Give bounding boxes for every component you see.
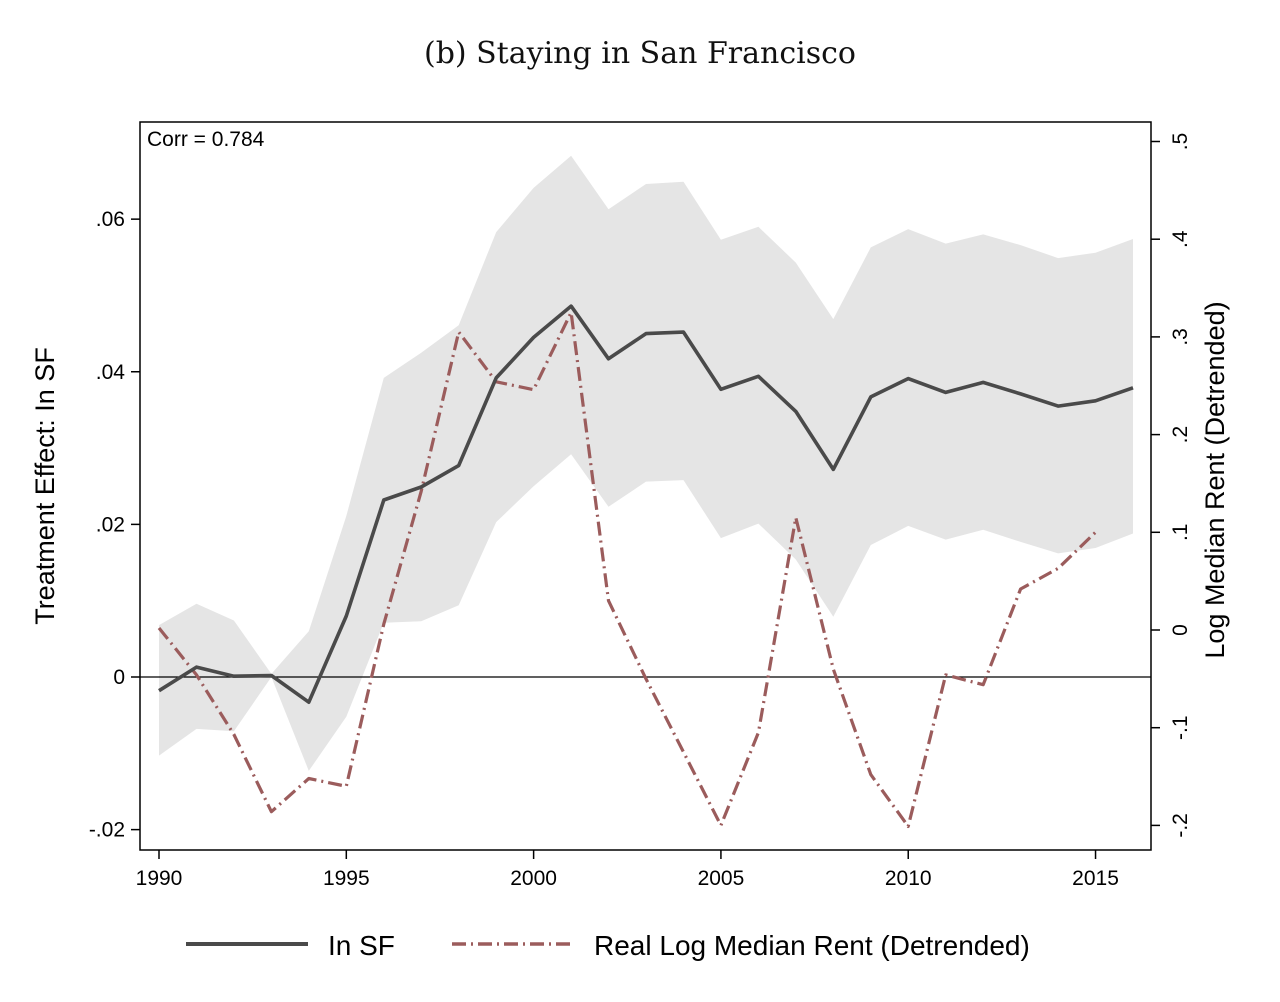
x-axis: 1990 1995 2000 2005 2010 2015	[136, 850, 1119, 890]
legend-label-rent: Real Log Median Rent (Detrended)	[594, 930, 1030, 961]
y-tick-label: .02	[96, 513, 125, 536]
x-tick-label: 1990	[136, 867, 183, 890]
confidence-band-layer	[159, 155, 1133, 771]
x-tick-label: 2015	[1072, 867, 1119, 890]
y2-tick-label: .4	[1169, 230, 1192, 248]
y2-tick-label: .5	[1169, 133, 1192, 151]
series-layer	[157, 304, 1134, 829]
y2-tick-label: 0	[1169, 624, 1192, 636]
x-tick-label: 2010	[885, 867, 932, 890]
y-axis-left-label: Treatment Effect: In SF	[30, 347, 60, 625]
y2-tick-label: -.2	[1169, 813, 1192, 838]
y2-tick-label: .3	[1169, 328, 1192, 346]
x-tick-label: 1995	[323, 867, 370, 890]
y-tick-label: -.02	[89, 819, 125, 842]
plot-frame	[139, 121, 1152, 851]
y2-tick-label: -.1	[1169, 715, 1192, 740]
y2-tick-label: .1	[1169, 524, 1192, 542]
x-tick-label: 2000	[510, 867, 557, 890]
correlation-annotation: Corr = 0.784	[147, 128, 265, 151]
y-tick-label: 0	[113, 666, 125, 689]
series-line-rent	[157, 310, 1097, 829]
y-tick-label: .04	[96, 361, 126, 384]
chart-title: (b) Staying in San Francisco	[424, 36, 856, 71]
y-axis-right-label: Log Median Rent (Detrended)	[1200, 301, 1230, 658]
confidence-band	[159, 155, 1133, 771]
x-tick-label: 2005	[698, 867, 745, 890]
legend: In SF Real Log Median Rent (Detrended)	[186, 930, 1030, 961]
y2-tick-label: .2	[1169, 426, 1192, 444]
y-axis-left: -.02 0 .02 .04 .06	[89, 208, 140, 842]
series-line-in-sf	[158, 304, 1134, 705]
legend-label-in-sf: In SF	[328, 930, 395, 961]
y-tick-label: .06	[96, 208, 125, 231]
y-axis-right: -.2 -.1 0 .1 .2 .3 .4 .5	[1151, 133, 1192, 838]
